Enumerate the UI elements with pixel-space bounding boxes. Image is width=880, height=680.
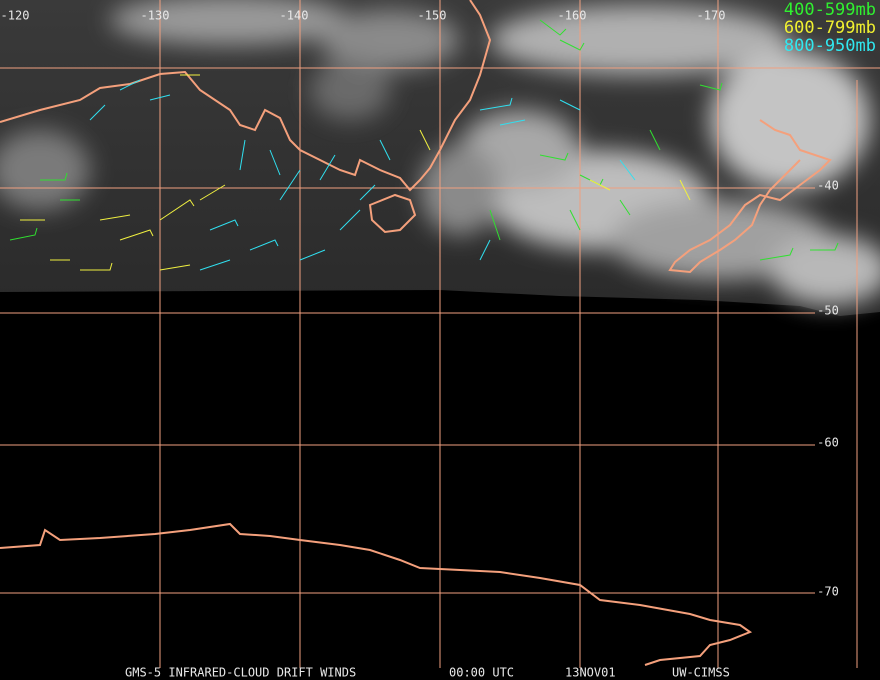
coastlines (0, 0, 832, 666)
latitude-label: -40 (817, 179, 839, 193)
footer-caption: GMS-5 INFRARED-CLOUD DRIFT WINDS (125, 666, 356, 680)
longitude-label: -160 (558, 9, 587, 23)
legend-entry: 400-599mb (784, 0, 876, 20)
footer-date: 13NOV01 (565, 666, 616, 680)
longitude-label: -120 (1, 9, 30, 23)
longitude-label: -170 (697, 9, 726, 23)
longitude-label: -130 (141, 9, 170, 23)
longitude-label: -140 (280, 9, 309, 23)
footer-source: UW-CIMSS (672, 666, 730, 680)
clouds (0, 0, 880, 305)
latitude-label: -50 (817, 304, 839, 318)
legend-entry: 800-950mb (784, 36, 876, 56)
longitude-label: -150 (418, 9, 447, 23)
latitude-label: -60 (817, 436, 839, 450)
wind-barbs (9, 19, 839, 271)
latitude-label: -70 (817, 585, 839, 599)
legend-entry: 600-799mb (784, 18, 876, 38)
footer-time: 00:00 UTC (449, 666, 514, 680)
